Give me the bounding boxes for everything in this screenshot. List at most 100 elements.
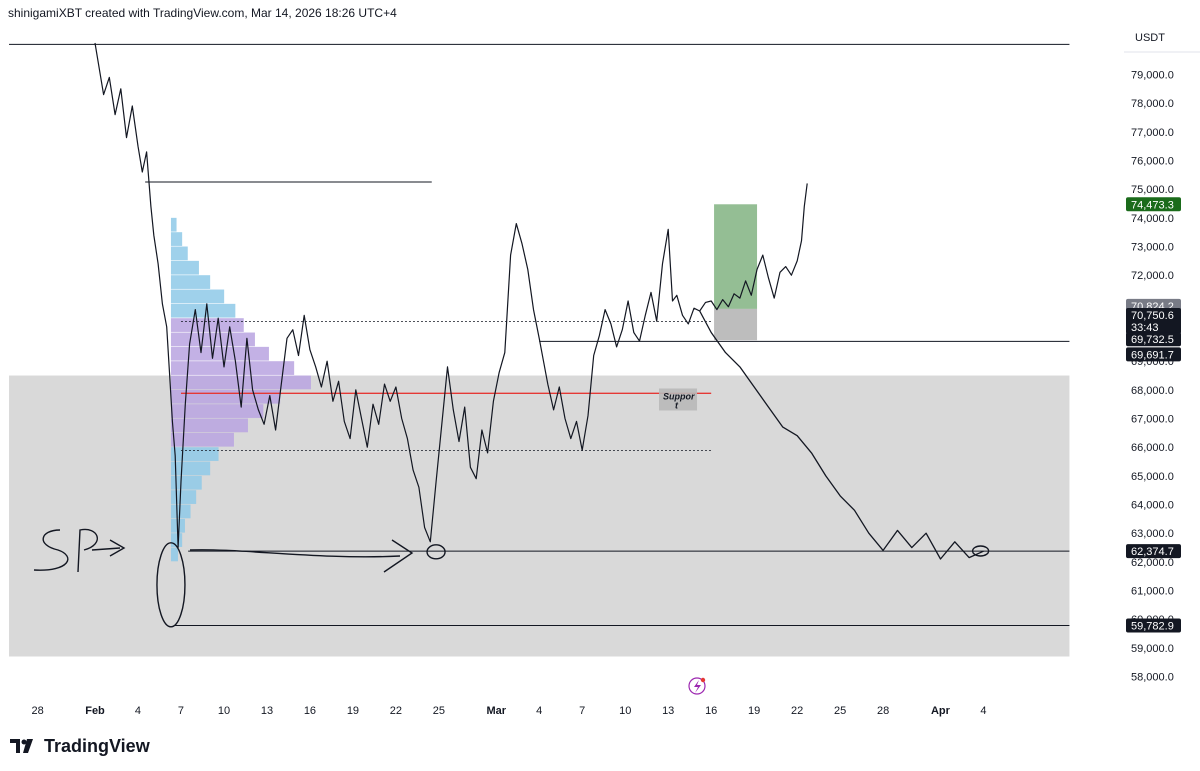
volume-profile-bar bbox=[170, 447, 219, 461]
volume-profile-bar bbox=[170, 375, 311, 390]
price-axis-background bbox=[1124, 20, 1200, 725]
volume-profile-bar bbox=[170, 246, 188, 261]
volume-profile-bar bbox=[170, 318, 244, 332]
volume-profile-bar bbox=[170, 504, 191, 519]
time-tick-label: 19 bbox=[347, 705, 359, 717]
price-tick-label: 68,000.0 bbox=[1131, 385, 1174, 397]
price-tick-label: 61,000.0 bbox=[1131, 586, 1174, 598]
position-stop-zone[interactable] bbox=[714, 308, 758, 341]
zones-layer bbox=[9, 375, 1070, 657]
price-tick-label: 65,000.0 bbox=[1131, 471, 1174, 483]
time-tick-label: 22 bbox=[791, 705, 803, 717]
volume-profile-bar bbox=[170, 418, 248, 433]
price-tick-label: 64,000.0 bbox=[1131, 500, 1174, 512]
arrow-line-drawing bbox=[189, 549, 401, 558]
time-tick-label: 19 bbox=[748, 705, 760, 717]
price-tick-label: 63,000.0 bbox=[1131, 528, 1174, 540]
volume-profile-bar bbox=[170, 303, 236, 318]
tradingview-brand[interactable]: TradingView bbox=[10, 736, 150, 757]
time-tick-label: 22 bbox=[390, 705, 402, 717]
volume-profile-bar bbox=[170, 217, 177, 232]
currency-label: USDT bbox=[1135, 32, 1165, 44]
price-badge bbox=[1126, 197, 1181, 212]
volume-profile-bar bbox=[170, 547, 178, 562]
price-tick-label: 62,000.0 bbox=[1131, 557, 1174, 569]
time-tick-label: 16 bbox=[705, 705, 717, 717]
price-tick-label: 78,000.0 bbox=[1131, 98, 1174, 110]
time-tick-label: 13 bbox=[662, 705, 674, 717]
axis-layer: USDT58,000.059,000.060,000.061,000.062,0… bbox=[32, 20, 1200, 725]
volume-profile-bar bbox=[170, 490, 197, 504]
sp-circle-drawing bbox=[156, 542, 186, 628]
price-series-line bbox=[94, 42, 700, 549]
price-badge-countdown: 33:43 bbox=[1131, 322, 1159, 334]
time-tick-label: Feb bbox=[85, 705, 105, 717]
projection-path bbox=[699, 310, 984, 560]
volume-profile-bar bbox=[170, 404, 264, 418]
price-badge-label: 69,732.5 bbox=[1131, 334, 1174, 346]
attribution-text: shinigamiXBT created with TradingView.co… bbox=[8, 6, 397, 20]
price-badge bbox=[1126, 544, 1181, 559]
time-tick-label: 25 bbox=[834, 705, 846, 717]
price-badge-label: 70,750.6 bbox=[1131, 310, 1174, 322]
badges-layer: 74,473.370,824.270,750.633:4369,732.569,… bbox=[1126, 197, 1181, 633]
price-tick-label: 67,000.0 bbox=[1131, 414, 1174, 426]
bull-scenario-path bbox=[699, 183, 808, 312]
drawings-layer: Suppor t bbox=[33, 183, 990, 628]
time-tick-label: 7 bbox=[579, 705, 585, 717]
time-tick-label: 28 bbox=[32, 705, 44, 717]
low-circle-drawing bbox=[426, 544, 446, 560]
price-tick-label: 77,000.0 bbox=[1131, 127, 1174, 139]
price-badge-label: 62,374.7 bbox=[1131, 546, 1174, 558]
price-tick-label: 74,000.0 bbox=[1131, 213, 1174, 225]
price-tick-label: 59,000.0 bbox=[1131, 643, 1174, 655]
price-badge bbox=[1126, 618, 1181, 633]
volume-profile-bar bbox=[170, 432, 234, 447]
sp-letter-s-drawing bbox=[33, 529, 69, 571]
time-tick-label: 7 bbox=[178, 705, 184, 717]
lightning-icon[interactable] bbox=[688, 677, 706, 695]
volume-profile-bar bbox=[170, 346, 269, 361]
price-series-layer bbox=[94, 42, 700, 549]
price-badge bbox=[1126, 347, 1181, 362]
time-tick-label: 10 bbox=[218, 705, 230, 717]
volume-profile-bar bbox=[170, 533, 183, 547]
price-tick-label: 66,000.0 bbox=[1131, 442, 1174, 454]
volume-profile-bar bbox=[170, 361, 295, 375]
support-label-box bbox=[659, 388, 698, 411]
support-label-text: Suppor t bbox=[663, 391, 695, 410]
target-circle-drawing bbox=[971, 545, 990, 557]
tradingview-logo-icon bbox=[10, 738, 33, 753]
volume-profile-bar bbox=[170, 260, 199, 275]
price-badge-label: 59,782.9 bbox=[1131, 620, 1174, 632]
volume-profile-bar bbox=[170, 232, 183, 246]
volume-profile-bar bbox=[170, 475, 202, 490]
time-tick-label: 28 bbox=[877, 705, 889, 717]
price-tick-label: 75,000.0 bbox=[1131, 184, 1174, 196]
time-tick-label: 10 bbox=[619, 705, 631, 717]
lightning-glyph-icon bbox=[694, 680, 701, 693]
time-tick-label: 4 bbox=[980, 705, 986, 717]
demand-zone bbox=[9, 375, 1070, 657]
time-tick-label: 16 bbox=[304, 705, 316, 717]
price-badge-label: 69,691.7 bbox=[1131, 349, 1174, 361]
brand-name: TradingView bbox=[44, 736, 150, 756]
price-tick-label: 79,000.0 bbox=[1131, 70, 1174, 82]
price-badge-label: 74,473.3 bbox=[1131, 199, 1174, 211]
alert-dot-icon bbox=[700, 677, 706, 683]
price-badge bbox=[1126, 332, 1181, 347]
price-tick-label: 72,000.0 bbox=[1131, 270, 1174, 282]
position-tool-layer bbox=[714, 204, 758, 341]
arrow-head-drawing bbox=[383, 539, 414, 573]
time-tick-label: Mar bbox=[486, 705, 506, 717]
time-tick-label: Apr bbox=[931, 705, 951, 717]
volume-profile-bar bbox=[170, 275, 211, 289]
sp-letter-p-drawing bbox=[77, 528, 98, 573]
volume-profile-bar bbox=[170, 332, 255, 347]
volume-profile-bar bbox=[170, 461, 211, 476]
price-tick-label: 73,000.0 bbox=[1131, 242, 1174, 254]
volume-profile-bar bbox=[170, 289, 225, 304]
volume-profile-bar bbox=[170, 389, 281, 404]
